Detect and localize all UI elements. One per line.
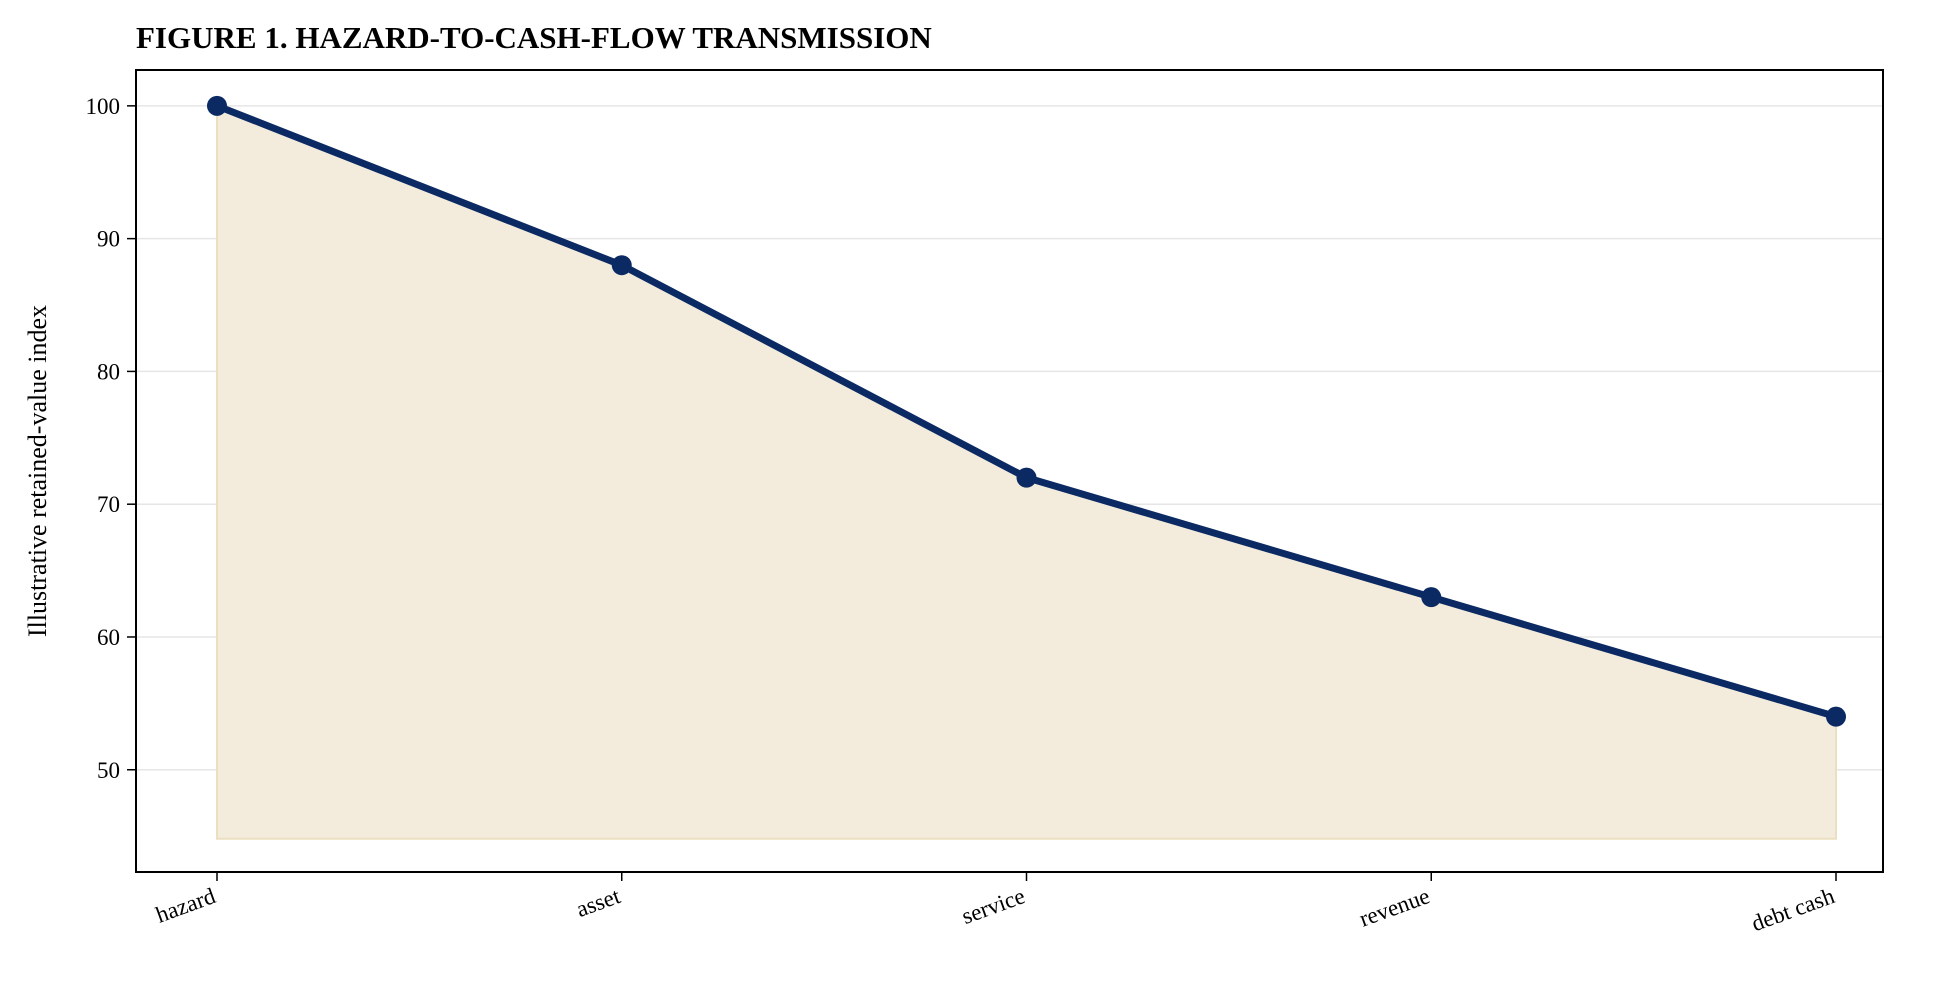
data-point-service [1016,467,1037,488]
y-tick-label-60: 60 [97,625,120,650]
y-tick-label-80: 80 [97,359,120,384]
y-tick-label-90: 90 [97,227,120,252]
y-tick-label-70: 70 [97,492,120,517]
x-tick-label-hazard: hazard [153,883,220,928]
y-tick-label-50: 50 [97,758,120,783]
plot-frame [135,69,1884,873]
data-point-debt-cash [1826,706,1846,727]
data-points [207,95,1846,727]
data-point-hazard [207,95,227,116]
y-axis: 50 60 70 80 90 100 [86,94,136,783]
chart-title: FIGURE 1. HAZARD-TO-CASH-FLOW TRANSMISSI… [136,20,932,55]
x-axis: hazard asset service revenue debt cash [153,872,1838,936]
y-axis-label: Illustrative retained-value index [23,305,52,637]
x-tick-label-debt-cash: debt cash [1748,883,1838,936]
x-tick-label-revenue: revenue [1356,883,1433,931]
y-tick-label-100: 100 [86,94,121,119]
x-tick-label-service: service [958,883,1028,929]
data-point-asset [611,255,632,276]
x-tick-label-asset: asset [573,883,624,922]
data-point-revenue [1421,587,1442,608]
